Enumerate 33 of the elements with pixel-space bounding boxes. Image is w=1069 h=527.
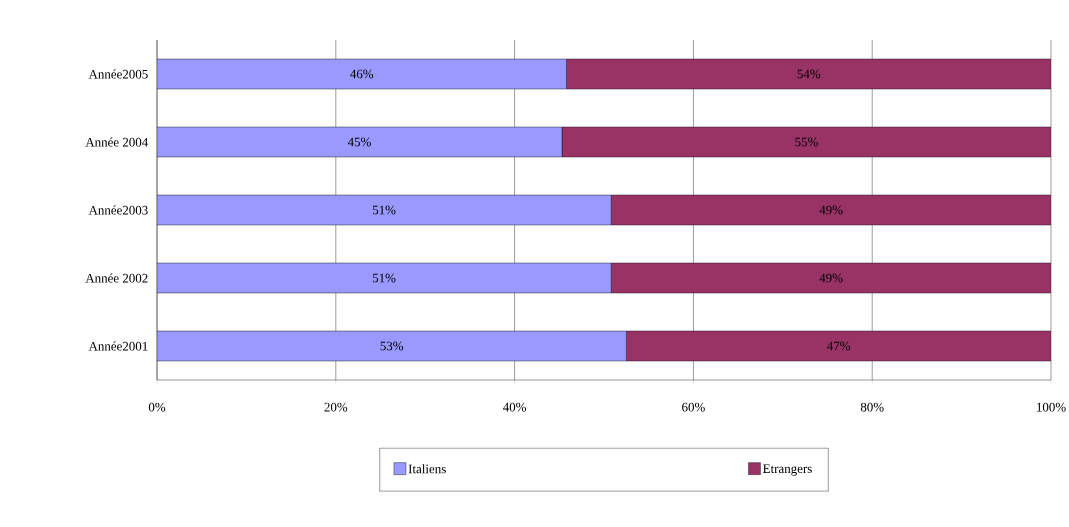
data-label: 49% — [819, 273, 843, 283]
y-tick-label: Année2001 — [88, 341, 148, 351]
bar — [626, 330, 1052, 362]
bar — [157, 330, 627, 362]
bar — [157, 58, 567, 90]
y-tick-label: Année 2002 — [85, 273, 148, 283]
data-label: 46% — [350, 69, 374, 79]
bar — [610, 262, 1052, 294]
data-label: 49% — [819, 205, 843, 215]
x-tick-label: 40% — [502, 402, 527, 412]
x-tick-label: 100% — [1037, 402, 1066, 412]
x-tick-label: 60% — [682, 402, 705, 412]
x-tick-label: 80% — [860, 402, 884, 412]
bar — [561, 126, 1052, 158]
x-tick-label: 20% — [324, 402, 348, 412]
y-tick-label: Année2003 — [88, 205, 148, 215]
legend-label: Etrangers — [763, 464, 812, 476]
x-tick-label: 0% — [148, 402, 166, 412]
data-label: 45% — [347, 137, 371, 147]
data-label: 54% — [797, 69, 821, 79]
data-label: 47% — [827, 341, 851, 351]
bar — [566, 58, 1052, 90]
bar — [157, 126, 563, 158]
data-label: 51% — [372, 273, 396, 283]
y-tick-label: Année2005 — [88, 69, 148, 79]
data-label: 53% — [380, 341, 404, 351]
data-label: 51% — [372, 205, 396, 215]
legend-label: Italiens — [408, 464, 446, 474]
bar — [157, 194, 612, 226]
y-tick-label: Année 2004 — [85, 137, 149, 147]
bar — [610, 194, 1052, 226]
bar — [157, 262, 612, 294]
data-label: 55% — [795, 137, 818, 147]
